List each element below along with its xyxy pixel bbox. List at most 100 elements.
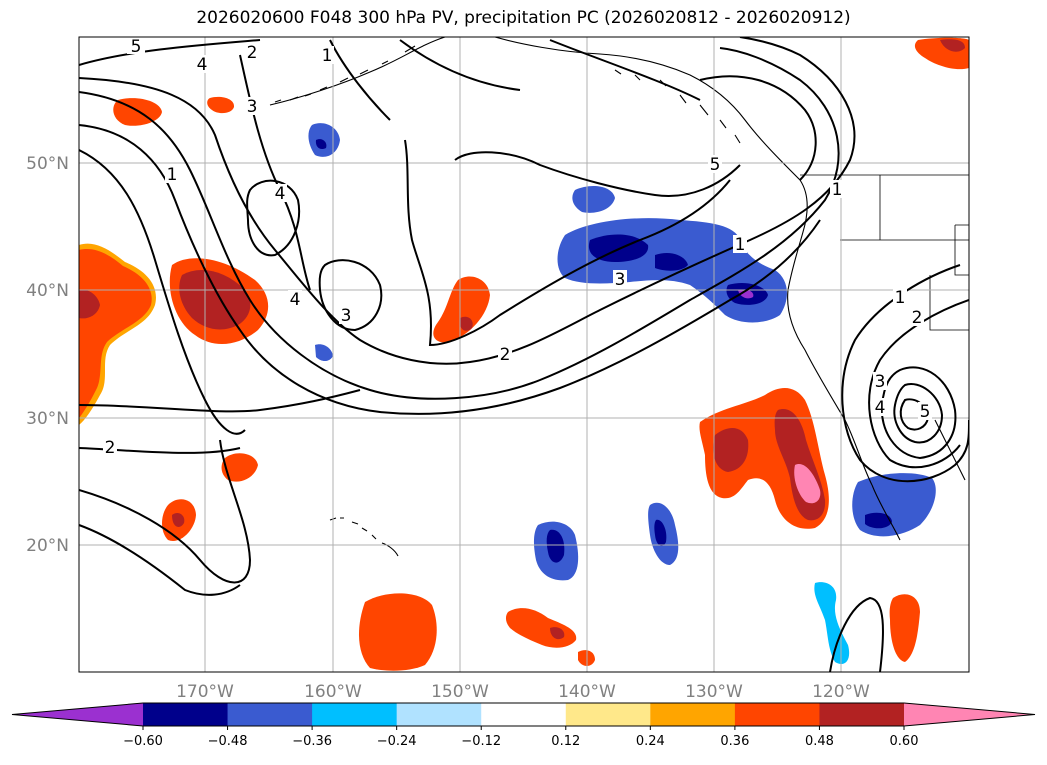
colorbar-tick-label: −0.24	[377, 734, 417, 749]
pv-contour	[79, 149, 246, 435]
precip-negative-region	[655, 253, 688, 271]
precip-positive-region	[459, 316, 473, 331]
precip-negative-region	[865, 512, 892, 529]
pv-contour	[454, 151, 741, 197]
colorbar-tick-label: 0.48	[805, 734, 834, 749]
precip-negative-region	[654, 519, 667, 546]
pv-contour	[880, 366, 957, 460]
precip-negative-region	[315, 344, 333, 362]
colorbar-tick-label: 0.12	[551, 734, 580, 749]
pv-contour	[79, 47, 840, 400]
lon-label-120w: 120°W	[812, 682, 870, 702]
contour-label: 2	[500, 345, 511, 365]
contour-label: 3	[247, 97, 258, 117]
gridlines	[79, 37, 969, 672]
lat-label-50n: 50°N	[26, 154, 69, 174]
contour-label: 1	[895, 288, 906, 308]
contour-label: 1	[735, 235, 746, 255]
precip-positive-region	[889, 594, 920, 662]
lon-label-130w: 130°W	[685, 682, 743, 702]
precip-negative-region	[738, 289, 754, 299]
precip-negative-region	[315, 139, 327, 150]
map-plot-area: 5 4 2 1 3 1 4 3 4 3 2 1 5 1	[79, 37, 969, 672]
mexico-coast	[871, 419, 966, 541]
colorbar-tick-label: 0.24	[636, 734, 665, 749]
colorbar-swatch	[819, 703, 905, 726]
colorbar-swatch	[312, 703, 398, 726]
pv-contour	[79, 124, 821, 415]
precip-negative-region	[546, 529, 565, 563]
pv-contour	[829, 596, 884, 672]
colorbar-tick-label: −0.60	[123, 734, 163, 749]
colorbar: −0.60 −0.48 −0.36 −0.24 −0.12 0.12 0.24 0.36 0.4…	[11, 702, 1036, 749]
precip-positive-region	[550, 627, 565, 640]
pv-contour	[79, 389, 361, 413]
colorbar-swatch	[734, 703, 820, 726]
pv-contour	[79, 39, 261, 66]
precip-positive-region	[207, 96, 235, 114]
precip-positive-region	[358, 593, 437, 671]
colorbar-extend-high	[904, 703, 1035, 726]
contour-label: 2	[105, 438, 116, 458]
precip-negative-region	[814, 582, 850, 665]
precip-positive-region	[79, 289, 100, 319]
contour-label: 5	[710, 155, 721, 175]
pv-contour	[841, 264, 969, 483]
precip-positive-region	[794, 464, 821, 504]
precip-positive-region	[179, 270, 251, 330]
contour-label: 3	[615, 270, 626, 290]
contour-label: 2	[247, 43, 258, 63]
contour-label: 1	[322, 46, 333, 66]
longitude-labels: 170°W 160°W 150°W 140°W 130°W 120°W	[176, 682, 870, 702]
colorbar-swatch	[565, 703, 651, 726]
pv-contour	[404, 139, 731, 347]
precip-negative-region	[572, 186, 615, 213]
colorbar-tick-label: 0.60	[890, 734, 919, 749]
contour-label: 4	[275, 184, 286, 204]
pv-contour	[893, 383, 944, 444]
colorbar-swatch	[650, 703, 736, 726]
pv-contour	[318, 259, 383, 332]
precip-positive-region	[79, 249, 152, 418]
lon-label-140w: 140°W	[558, 682, 616, 702]
colorbar-tick-label: −0.48	[208, 734, 248, 749]
contour-label: 3	[875, 372, 886, 392]
pv-contour	[399, 39, 521, 91]
coastlines	[269, 37, 969, 557]
map-frame	[78, 36, 970, 673]
colorbar-swatch	[143, 703, 229, 726]
contour-label: 5	[920, 402, 931, 422]
pv-contour	[79, 439, 252, 584]
colorbar-tick-label: 0.36	[720, 734, 749, 749]
contour-label: 2	[912, 308, 923, 328]
pv-contour	[549, 39, 701, 101]
contour-label: 4	[290, 290, 301, 310]
contour-labels: 5 4 2 1 3 1 4 3 4 3 2 1 5 1	[103, 37, 932, 458]
pv-contour	[79, 447, 241, 454]
lon-label-160w: 160°W	[304, 682, 362, 702]
colorbar-tick-label: −0.36	[292, 734, 332, 749]
lon-label-170w: 170°W	[176, 682, 234, 702]
state-borders	[800, 174, 969, 331]
precip-positive-region	[713, 428, 749, 472]
lon-label-150w: 150°W	[431, 682, 489, 702]
pv-contours	[79, 37, 969, 672]
contour-label: 4	[875, 398, 886, 418]
lat-label-40n: 40°N	[26, 281, 69, 301]
pv-contour	[79, 37, 856, 365]
contour-label: 5	[131, 37, 142, 57]
contour-label: 1	[167, 165, 178, 185]
precip-positive-region	[433, 276, 490, 343]
colorbar-swatch	[481, 703, 567, 726]
precip-negative-region	[308, 123, 340, 157]
precip-positive-region	[172, 512, 185, 527]
precip-positive-region	[221, 453, 258, 482]
colorbar-extend-low	[12, 703, 143, 726]
lat-label-30n: 30°N	[26, 409, 69, 429]
lat-label-20n: 20°N	[26, 536, 69, 556]
pv-contour	[79, 524, 241, 596]
contour-label: 3	[341, 306, 352, 326]
contour-label: 1	[832, 180, 843, 200]
map-title: 2026020600 F048 300 hPa PV, precipitatio…	[196, 8, 851, 28]
